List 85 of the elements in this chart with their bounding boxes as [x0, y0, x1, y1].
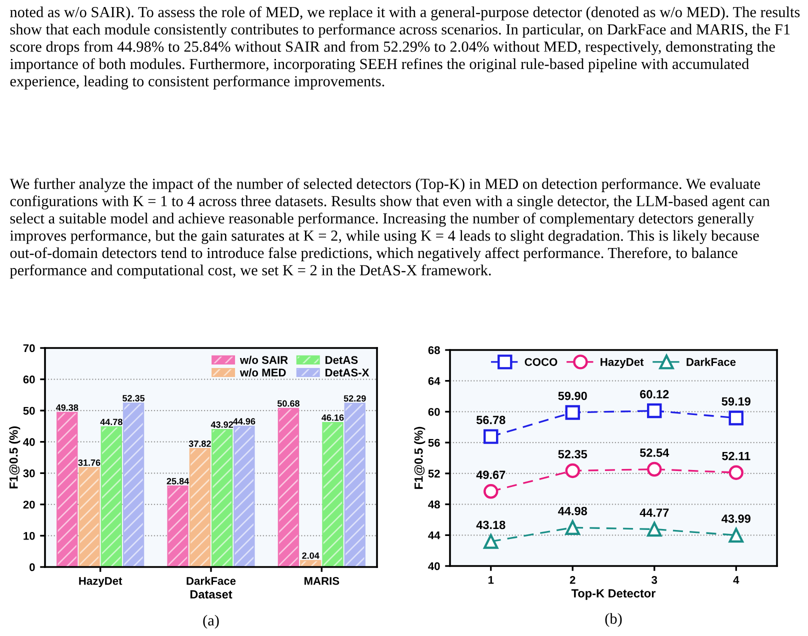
- bar: [322, 422, 344, 567]
- text: We further analyze the impact of the number of selected detectors (Top-K) in MED on detection performance. We evaluate configurations with K = 1 to 4 across three datasets. Results show that even with a single detector, the LLM-based agent can select a suitable model and achieve reasonable performance. Increasing the number of complementary detectors generally improves performance, but the gain saturates at K = 2, while using K = 4 leads to slight degradation. This is likely because out-of-domain detectors tend to introduce false predictions, which negatively affect performance. Therefore, to balance performance and computational cost, we set K = 2 in the DetAS-X framework.: [10, 178, 770, 278]
- data-label: 56.78: [476, 416, 506, 424]
- point: [484, 534, 498, 549]
- data-label: 44.78: [100, 418, 122, 426]
- x-tick-label: 2: [570, 576, 576, 584]
- bar: [344, 402, 366, 567]
- y-tick-label: 60: [428, 408, 440, 416]
- y-tick-label: 40: [428, 562, 440, 570]
- data-label: 52.54: [640, 448, 670, 457]
- y-tick-label: 64: [428, 377, 440, 385]
- legend-label: HazyDet: [600, 358, 644, 368]
- data-label: 50.68: [277, 400, 300, 407]
- y-tick-label: 60: [23, 376, 35, 384]
- y-axis-title: F1@0.5 (%): [414, 426, 426, 489]
- y-tick-label: 50: [23, 406, 35, 415]
- y-tick-label: 30: [23, 469, 35, 478]
- text: (b): [605, 613, 622, 627]
- legend-label: DetAS: [326, 356, 358, 364]
- x-tick-label: DarkFace: [186, 576, 236, 585]
- data-label: 2.04: [302, 552, 320, 559]
- data-label: 52.35: [558, 450, 588, 458]
- x-axis-title: Top-K Detector: [571, 589, 656, 600]
- y-tick-label: 52: [428, 470, 440, 478]
- y-tick-label: 10: [24, 532, 35, 540]
- data-label: 60.12: [640, 390, 669, 398]
- bar: [189, 448, 211, 567]
- data-label: 44.96: [233, 418, 256, 425]
- point: [647, 403, 662, 418]
- legend-label: DarkFace: [686, 358, 736, 366]
- text: (a): [203, 614, 219, 629]
- y-tick-label: 48: [428, 500, 440, 508]
- data-label: 44.77: [640, 508, 669, 517]
- point: [728, 410, 744, 426]
- data-label: 25.84: [166, 478, 190, 484]
- point: [728, 465, 744, 480]
- y-tick-label: 44: [428, 532, 440, 540]
- data-label: 37.82: [188, 440, 211, 447]
- point: [565, 463, 580, 478]
- data-label: 43.92: [210, 421, 233, 428]
- legend-label: w/o SAIR: [240, 356, 288, 364]
- point: [647, 462, 662, 477]
- x-tick-label: HazyDet: [79, 577, 122, 588]
- data-label: 43.18: [476, 520, 506, 530]
- data-label: 49.67: [476, 470, 506, 480]
- point: [484, 429, 498, 444]
- y-tick-label: 0: [30, 563, 35, 572]
- data-label: 52.29: [344, 395, 366, 402]
- legend-label: DetAS-X: [326, 368, 370, 377]
- bar: [167, 486, 188, 567]
- bar: [78, 467, 100, 567]
- data-label: 59.19: [722, 397, 750, 406]
- point: [484, 484, 498, 499]
- bar: [56, 412, 78, 567]
- x-tick-label: 3: [652, 576, 658, 584]
- bar: [211, 428, 233, 567]
- data-label: 46.16: [322, 414, 344, 421]
- y-tick-label: 70: [23, 344, 35, 352]
- bar: [278, 408, 300, 567]
- text: noted as w/o SAIR). To assess the role of MED, we replace it with a general-purpose detector (denoted as w/o MED). The results show that each module consistently contributes to performance across scenarios. In particular, on DarkFace and MARIS, the F1 score drops from 44.98% to 25.84% without SAIR and from 52.29% to 2.04% without MED, respectively, demonstrating the importance of both modules. Furthermore, incorporating SEEH refines the original rule-based pipeline with accumulated experience, leading to consistent performance improvements.: [10, 6, 800, 90]
- y-tick-label: 40: [23, 438, 35, 446]
- x-axis-title: Dataset: [190, 590, 232, 599]
- bar: [122, 402, 144, 567]
- point: [565, 405, 580, 420]
- data-label: 49.38: [56, 404, 78, 411]
- data-label: 44.98: [558, 506, 588, 516]
- x-tick-label: 4: [733, 576, 740, 584]
- y-tick-label: 56: [428, 438, 440, 447]
- bar: [234, 426, 255, 567]
- bar: [100, 426, 122, 567]
- y-axis-title: F1@0.5 (%): [9, 426, 20, 488]
- point: [728, 528, 744, 543]
- y-tick-label: 20: [23, 500, 35, 509]
- y-tick-label: 68: [428, 346, 440, 354]
- data-label: 52.11: [722, 452, 750, 460]
- x-tick-label: MARIS: [304, 577, 340, 585]
- data-label: 59.90: [558, 392, 587, 400]
- data-label: 31.76: [78, 459, 100, 466]
- x-tick-label: 1: [488, 576, 494, 584]
- data-label: 52.35: [122, 395, 145, 402]
- point: [647, 522, 662, 537]
- legend-label: COCO: [524, 358, 558, 366]
- legend-label: w/o MED: [240, 368, 286, 377]
- data-label: 43.99: [722, 514, 750, 523]
- point: [565, 520, 580, 535]
